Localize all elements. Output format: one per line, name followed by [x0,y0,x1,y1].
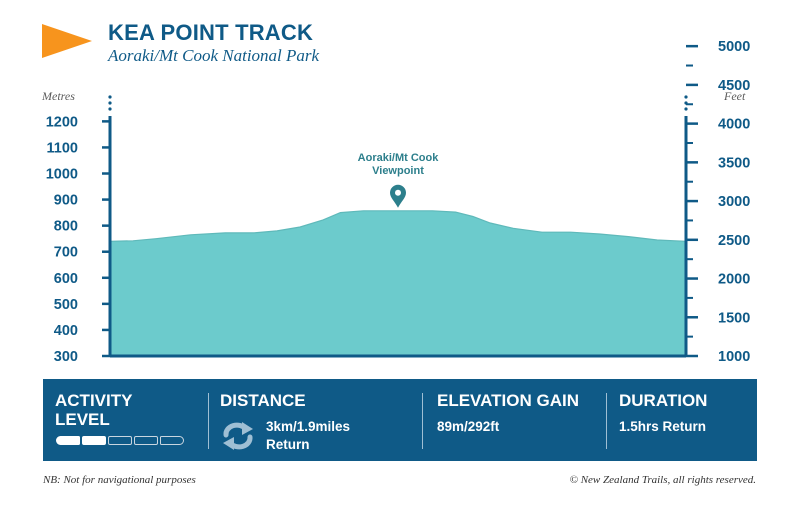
distance-section: DISTANCE 3km/1.9miles Return [220,379,420,461]
navigation-disclaimer: NB: Not for navigational purposes [43,474,196,486]
activity-title-line2: LEVEL [55,410,110,429]
right-tick-label: 2500 [718,233,750,249]
page-title: KEA POINT TRACK [108,20,314,45]
activity-level-section: ACTIVITY LEVEL [55,379,235,461]
right-tick-label: 4500 [718,78,750,94]
activity-title-line1: ACTIVITY [55,391,133,410]
orange-flag-icon [42,24,92,58]
right-tick-label: 3000 [718,194,750,210]
left-tick-label: 900 [54,193,78,209]
left-tick-label: 700 [54,245,78,261]
right-tick-label: 3500 [718,155,750,171]
activity-level-segment [56,436,80,445]
trail-info-panel: ACTIVITY LEVEL DISTANCE 3km/1.9miles Ret… [43,379,757,461]
right-axis-unit-label: Feet [724,89,746,103]
return-arrows-icon [223,422,253,450]
right-axis-continuation-dot [684,107,688,111]
right-axis-continuation-dot [684,95,688,99]
left-tick-label: 600 [54,271,78,287]
left-tick-label: 500 [54,297,78,313]
left-axis-continuation-dot [108,95,112,99]
distance-value: 3km/1.9miles [266,419,351,434]
activity-level-segment [134,436,158,445]
right-tick-label: 4000 [718,117,750,133]
left-tick-label: 1100 [47,140,78,156]
left-axis-continuation-dot [108,107,112,111]
distance-title: DISTANCE [220,391,306,410]
activity-level-segment [160,436,184,445]
right-tick-label: 1500 [718,310,750,326]
left-tick-label: 1200 [46,114,78,130]
page-subtitle: Aoraki/Mt Cook National Park [108,46,320,65]
elevation-gain-title: ELEVATION GAIN [437,391,579,410]
elevation-area [110,210,686,356]
activity-level-segment [82,436,106,445]
map-pin-icon [390,184,406,208]
elevation-gain-value: 89m/292ft [437,419,500,434]
duration-value: 1.5hrs Return [619,419,707,434]
viewpoint-label: Aoraki/Mt Cook [358,152,440,164]
divider [606,393,607,449]
viewpoint-label: Viewpoint [372,165,424,177]
elevation-profile-chart: 300 400 500 600 700 800 900 1000 1100 1200 1000 150… [46,39,751,365]
divider [422,393,423,449]
right-tick-label: 2000 [718,272,750,288]
left-tick-label: 800 [54,219,78,235]
right-tick-label: 1000 [718,349,750,365]
duration-title: DURATION [619,391,708,410]
activity-level-segment [108,436,132,445]
elevation-gain-section: ELEVATION GAIN 89m/292ft [437,379,607,461]
right-tick-label: 5000 [718,39,750,55]
left-tick-label: 400 [54,323,78,339]
left-axis-unit-label: Metres [42,89,75,103]
left-tick-label: 1000 [46,167,78,183]
left-axis-continuation-dot [108,101,112,105]
copyright-notice: © New Zealand Trails, all rights reserve… [569,474,756,486]
distance-type: Return [266,437,310,452]
activity-level-meter [56,436,184,445]
duration-section: DURATION 1.5hrs Return [619,379,749,461]
map-pin-center [395,189,401,196]
divider [208,393,209,449]
left-tick-label: 300 [54,349,78,365]
elevation-line [109,210,687,242]
